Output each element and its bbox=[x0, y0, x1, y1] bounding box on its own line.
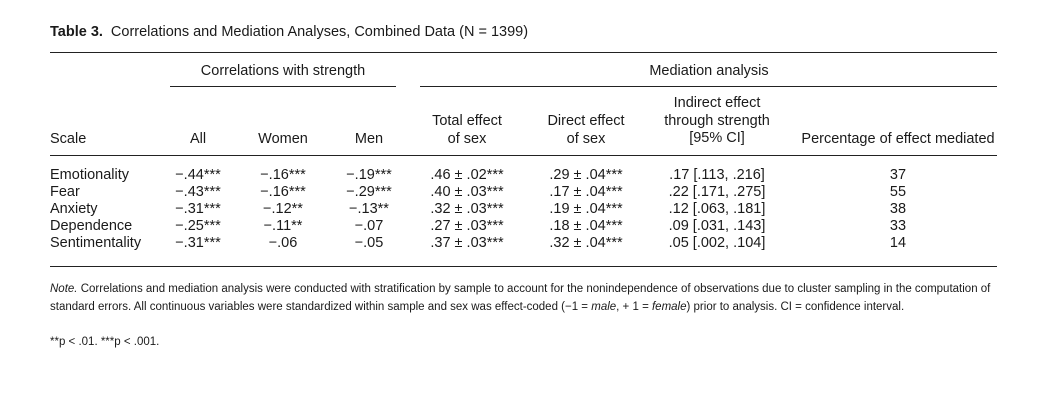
col-header-indirect-effect: Indirect effect through strength [95% CI… bbox=[664, 95, 770, 148]
col-header-total-line2: of sex bbox=[447, 130, 487, 147]
col-header-all: All bbox=[189, 131, 207, 147]
cell-all: −.31*** bbox=[175, 201, 221, 217]
table-note: Note. Correlations and mediation analysi… bbox=[50, 281, 1000, 316]
note-female: female bbox=[651, 300, 687, 313]
cell-total-effect: .37 ± .03*** bbox=[430, 235, 504, 251]
cell-women: −.12** bbox=[263, 201, 303, 217]
cell-percent: 37 bbox=[889, 167, 907, 183]
cell-direct-effect: .18 ± .04*** bbox=[549, 218, 623, 234]
cell-all: −.43*** bbox=[175, 184, 221, 200]
cell-women: −.16*** bbox=[260, 184, 306, 200]
col-header-direct-line1: Direct effect bbox=[547, 113, 625, 129]
table-caption: Table 3. Correlations and Mediation Analy… bbox=[50, 24, 528, 40]
cell-all: −.44*** bbox=[175, 167, 221, 183]
cell-total-effect: .46 ± .02*** bbox=[430, 167, 504, 183]
cell-indirect-effect: .17 [.113, .216] bbox=[669, 167, 765, 183]
table-label: Table 3. bbox=[50, 24, 103, 40]
col-header-indirect-line3: [95% CI] bbox=[689, 130, 745, 146]
top-rule bbox=[50, 52, 997, 54]
group-header-mediation: Mediation analysis bbox=[649, 63, 769, 79]
cell-all: −.31*** bbox=[175, 235, 221, 251]
group-rule-correlations bbox=[170, 86, 396, 87]
cell-percent: 55 bbox=[889, 184, 907, 200]
cell-direct-effect: .17 ± .04*** bbox=[549, 184, 623, 200]
table-title: Correlations and Mediation Analyses, Com… bbox=[110, 24, 529, 40]
note-text-1: Correlations and mediation analysis were… bbox=[50, 283, 991, 313]
cell-men: −.13** bbox=[349, 201, 389, 217]
note-text-2: , + 1 = bbox=[616, 300, 649, 313]
cell-men: −.05 bbox=[354, 235, 384, 251]
bottom-rule bbox=[50, 266, 997, 267]
cell-women: −.06 bbox=[268, 235, 298, 251]
col-header-direct-line2: of sex bbox=[566, 130, 606, 147]
cell-indirect-effect: .22 [.171, .275] bbox=[668, 184, 766, 200]
row-scale: Dependence bbox=[50, 218, 133, 234]
col-header-percent-mediated: Percentage of effect mediated bbox=[801, 131, 995, 147]
cell-all: −.25*** bbox=[175, 218, 221, 234]
group-rule-mediation bbox=[420, 86, 997, 87]
cell-total-effect: .27 ± .03*** bbox=[430, 218, 504, 234]
cell-men: −.29*** bbox=[346, 184, 392, 200]
cell-indirect-effect: .05 [.002, .104] bbox=[668, 235, 766, 251]
cell-indirect-effect: .12 [.063, .181] bbox=[668, 201, 766, 217]
note-male: male bbox=[591, 300, 617, 313]
cell-percent: 38 bbox=[889, 201, 907, 217]
cell-direct-effect: .32 ± .04*** bbox=[549, 235, 623, 251]
cell-women: −.11** bbox=[263, 218, 303, 234]
cell-men: −.19*** bbox=[346, 167, 392, 183]
row-scale: Fear bbox=[50, 184, 80, 200]
col-header-indirect-line1: Indirect effect bbox=[673, 95, 761, 111]
cell-women: −.16*** bbox=[260, 167, 306, 183]
col-header-men: Men bbox=[354, 131, 384, 147]
col-header-total-line1: Total effect bbox=[432, 113, 502, 129]
col-header-women: Women bbox=[258, 131, 308, 147]
header-rule bbox=[50, 155, 997, 156]
cell-direct-effect: .29 ± .04*** bbox=[549, 167, 623, 183]
note-label: Note. bbox=[50, 283, 78, 295]
cell-men: −.07 bbox=[354, 218, 384, 234]
col-header-direct-effect: Direct effect of sex bbox=[547, 113, 624, 148]
row-scale: Anxiety bbox=[50, 201, 98, 217]
row-scale: Sentimentality bbox=[50, 235, 142, 251]
group-header-correlations: Correlations with strength bbox=[200, 63, 366, 79]
cell-direct-effect: .19 ± .04*** bbox=[549, 201, 623, 217]
cell-total-effect: .40 ± .03*** bbox=[430, 184, 504, 200]
col-header-indirect-line2: through strength bbox=[664, 112, 770, 129]
col-header-scale: Scale bbox=[50, 131, 87, 147]
cell-indirect-effect: .09 [.031, .143] bbox=[668, 218, 766, 234]
cell-percent: 14 bbox=[889, 235, 907, 251]
cell-percent: 33 bbox=[889, 218, 907, 234]
row-scale: Emotionality bbox=[50, 167, 129, 183]
cell-total-effect: .32 ± .03*** bbox=[430, 201, 504, 217]
data-table: Correlations with strength Mediation ana… bbox=[50, 0, 997, 270]
col-header-total-effect: Total effect of sex bbox=[432, 113, 502, 148]
note-text-3: ) prior to analysis. CI = confidence int… bbox=[686, 300, 905, 313]
significance-note: **p < .01. ***p < .001. bbox=[50, 336, 160, 348]
